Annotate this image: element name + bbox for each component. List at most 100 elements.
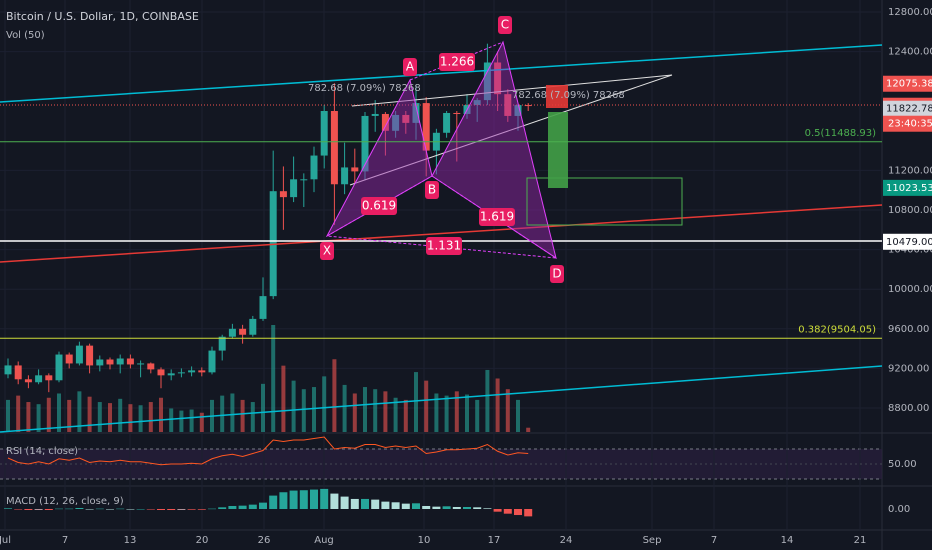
macd-bar <box>463 506 471 509</box>
volume-bar <box>271 325 276 432</box>
candle-body <box>4 365 12 375</box>
pattern-point: B <box>428 183 436 197</box>
macd-bar <box>24 509 33 511</box>
time-tick-label: 20 <box>196 535 209 546</box>
volume-bar <box>36 404 41 432</box>
volume-bar <box>240 399 245 432</box>
time-tick-label: 21 <box>854 535 867 546</box>
volume-bar <box>383 391 388 432</box>
macd-bar <box>350 498 359 509</box>
pattern-point-box <box>550 265 564 283</box>
volume-bar <box>434 393 439 432</box>
candle-body <box>310 155 318 180</box>
macd-bar <box>44 509 53 511</box>
candle-body <box>371 113 379 116</box>
price-marker <box>883 179 932 196</box>
price-marker-label: 11023.53 <box>886 183 932 194</box>
time-tick-label: Jul <box>0 535 11 546</box>
macd-bar <box>422 505 431 509</box>
volume-bar <box>352 393 357 432</box>
chart-layer <box>0 0 882 530</box>
time-tick-label: 13 <box>124 535 137 546</box>
macd-bar <box>167 509 176 511</box>
volume-bar <box>291 380 296 432</box>
macd-bar <box>289 490 298 509</box>
time-tick-label: 7 <box>62 535 68 546</box>
candle-body <box>422 103 430 151</box>
candle-body <box>55 354 63 381</box>
macd-bar <box>310 489 318 509</box>
price-tick-label: 10000.00 <box>888 284 932 295</box>
macd-bar <box>483 508 492 509</box>
candle-body <box>300 179 308 181</box>
stop-box <box>546 85 568 108</box>
candle-body <box>208 350 216 373</box>
macd-bar <box>55 508 63 510</box>
pattern-point: C <box>501 18 509 32</box>
volume-bar <box>250 402 255 432</box>
macd-bar <box>34 509 43 510</box>
trend-line <box>349 74 673 186</box>
volume-bar <box>97 402 102 432</box>
symbol-title: Bitcoin / U.S. Dollar, 1D, COINBASE <box>6 10 199 23</box>
volume-bar <box>57 393 61 432</box>
volume-bar <box>118 398 123 432</box>
volume-bar <box>128 404 133 432</box>
volume-bar <box>322 376 327 432</box>
candle-body <box>443 112 451 133</box>
candle-body <box>126 358 134 365</box>
channel-line <box>0 44 883 103</box>
candle-body <box>494 62 502 95</box>
candle-body <box>137 363 145 365</box>
volume-bar <box>169 408 174 432</box>
macd-bar <box>248 504 257 509</box>
volume-bar <box>148 402 153 432</box>
macd-bar <box>146 509 155 510</box>
candle-body <box>24 379 32 383</box>
volume-bar <box>6 399 10 432</box>
candle-body <box>453 112 461 114</box>
macd-bar <box>228 505 237 509</box>
candle-body <box>14 365 22 380</box>
candle-body <box>259 296 267 319</box>
volume-bar <box>342 384 347 432</box>
macd-bar <box>187 509 196 510</box>
volume-bar <box>312 387 316 432</box>
macd-bar <box>85 509 94 510</box>
volume-bar <box>16 395 21 432</box>
macd-bar <box>401 503 410 509</box>
candle-body <box>228 328 236 337</box>
pattern-point: A <box>406 60 415 74</box>
price-marker-label: 10479.00 <box>886 237 932 248</box>
candle-body <box>167 373 175 376</box>
candle-body <box>239 328 247 335</box>
volume-bar <box>332 359 337 432</box>
candle-body <box>473 100 481 106</box>
pattern-point-box <box>498 16 512 34</box>
macd-label: MACD (12, 26, close, 9) <box>6 496 124 507</box>
candle-body <box>392 114 400 131</box>
candle-body <box>45 375 53 381</box>
volume-bar <box>179 410 184 432</box>
time-tick-label: Sep <box>643 535 662 546</box>
volume-bar <box>138 405 143 432</box>
volume-label: Vol (50) <box>6 30 45 41</box>
price-tick-label: 9600.00 <box>888 324 929 335</box>
price-tick-label: 10400.00 <box>888 245 932 256</box>
time-tick-label: 14 <box>781 535 794 546</box>
candle-body <box>412 103 420 123</box>
pattern-point: D <box>552 267 561 281</box>
time-tick-label: 24 <box>560 535 573 546</box>
volume-bar <box>495 378 500 432</box>
candle-body <box>147 363 155 370</box>
candle-body <box>96 359 104 366</box>
macd-bar <box>473 507 482 509</box>
candle-body <box>320 111 328 156</box>
macd-bar <box>197 509 206 510</box>
macd-bar <box>218 507 227 509</box>
volume-bar <box>444 395 449 432</box>
candle-body <box>116 358 124 365</box>
candle-body <box>361 115 369 172</box>
countdown-box <box>883 115 932 132</box>
